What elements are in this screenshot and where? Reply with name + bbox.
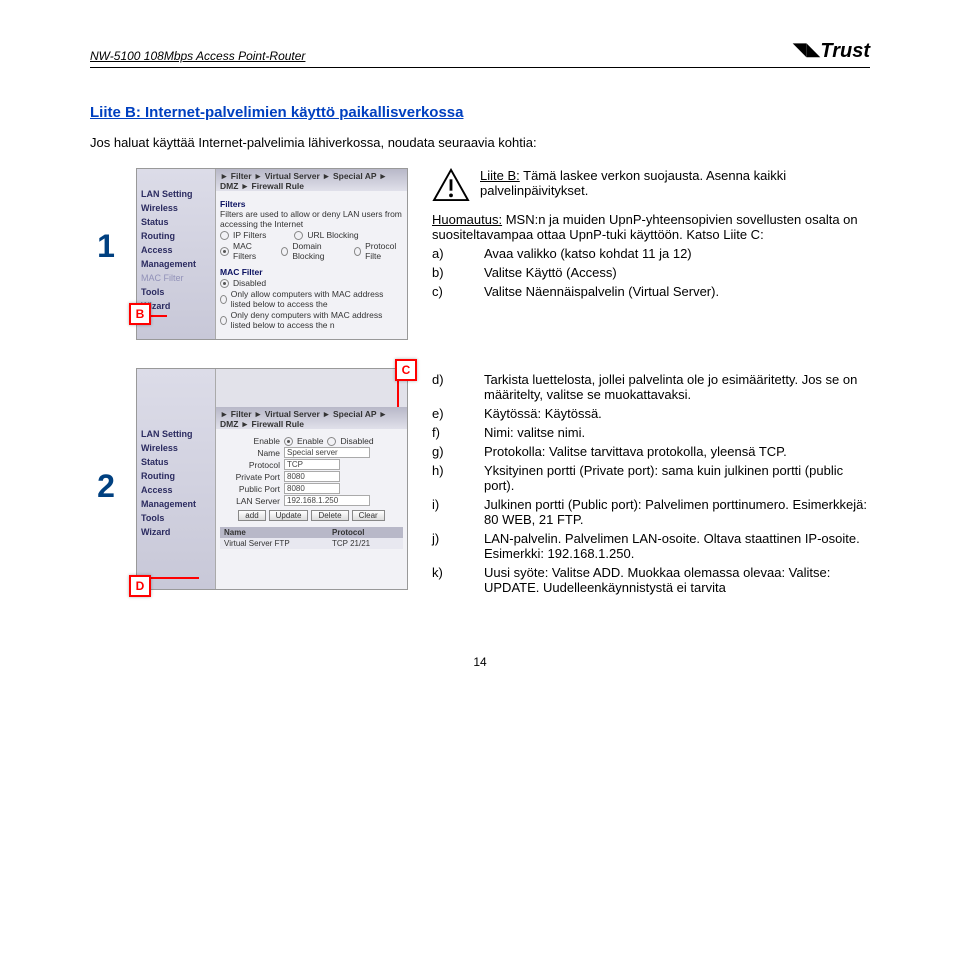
brand-logo: ◥◣Trust	[793, 40, 870, 63]
section-title: Liite B: Internet-palvelimien käyttö pai…	[90, 104, 870, 121]
intro-text: Jos haluat käyttää Internet-palvelimia l…	[90, 135, 870, 150]
step-text-1: Liite B: Tämä laskee verkon suojausta. A…	[422, 168, 870, 299]
callout-D: D	[129, 575, 151, 597]
step-block-2: 2 C D LAN Setting Wireless Status Routin…	[90, 368, 870, 595]
step-text-2: d)Tarkista luettelosta, jollei palvelint…	[422, 368, 870, 595]
ss-sidebar: LAN Setting Wireless Status Routing Acce…	[137, 369, 216, 589]
callout-C: C	[395, 359, 417, 381]
screenshot-1: B LAN Setting Wireless Status Routing Ac…	[136, 168, 408, 340]
page-header: NW-5100 108Mbps Access Point-Router ◥◣Tr…	[90, 40, 870, 68]
ss-tabs: ► Filter ► Virtual Server ► Special AP ►…	[216, 407, 407, 429]
ss-main: EnableEnableDisabled NameSpecial server …	[216, 429, 407, 589]
warning-icon	[432, 168, 470, 202]
step-block-1: 1 B LAN Setting Wireless Status Routing …	[90, 168, 870, 340]
step-number: 2	[97, 468, 115, 505]
screenshot-2: C D LAN Setting Wireless Status Routing …	[136, 368, 408, 590]
callout-line	[149, 577, 199, 579]
step-number: 1	[97, 228, 115, 265]
page-number: 14	[90, 655, 870, 669]
ss-main: Filters Filters are used to allow or den…	[216, 191, 407, 339]
product-name: NW-5100 108Mbps Access Point-Router	[90, 49, 305, 63]
ss-tabs: ► Filter ► Virtual Server ► Special AP ►…	[216, 169, 407, 191]
step-number-col: 1	[90, 168, 122, 265]
step-number-col: 2	[90, 368, 122, 505]
callout-B: B	[129, 303, 151, 325]
callout-line	[397, 377, 399, 407]
